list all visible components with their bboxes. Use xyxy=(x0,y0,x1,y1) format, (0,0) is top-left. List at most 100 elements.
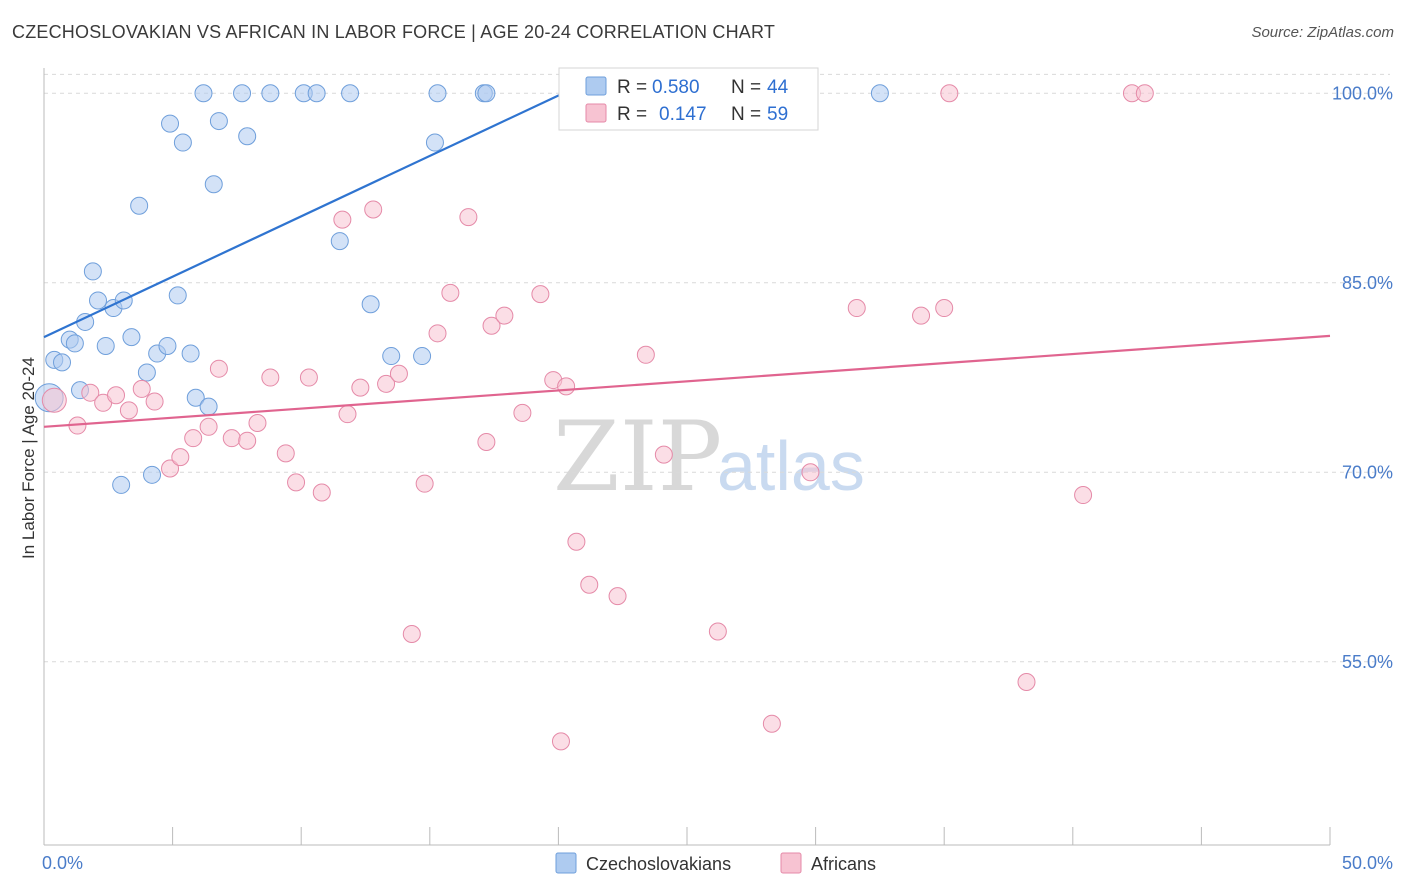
trendlines xyxy=(43,88,1331,428)
african-point xyxy=(940,84,959,103)
czechoslovakian-point xyxy=(143,465,162,484)
african-point xyxy=(276,444,295,463)
czechoslovakian-point xyxy=(233,84,252,103)
african-point xyxy=(459,208,478,227)
czechoslovakian-point xyxy=(204,175,223,194)
trendline-africans xyxy=(43,334,1331,428)
legend-n-value-czechoslovakians: 44 xyxy=(767,77,789,98)
african-point xyxy=(389,364,408,383)
czechoslovakian-point xyxy=(173,133,192,152)
african-point xyxy=(333,210,352,229)
y-tick-label: 55.0% xyxy=(1342,652,1393,672)
african-point xyxy=(81,383,100,402)
african-point xyxy=(1135,84,1154,103)
czechoslovakian-point xyxy=(83,262,102,281)
bottom-legend-swatch-czechoslovakians xyxy=(555,852,577,874)
african-point xyxy=(415,474,434,493)
african-point xyxy=(338,405,357,424)
watermark-atlas: atlas xyxy=(717,427,865,505)
african-point xyxy=(238,431,257,450)
african-point xyxy=(513,403,532,422)
x-tick-label-left: 0.0% xyxy=(42,853,83,873)
czechoslovakian-point xyxy=(199,397,218,416)
african-point xyxy=(482,316,501,335)
source-credit: Source: ZipAtlas.com xyxy=(1251,24,1394,41)
african-point xyxy=(847,299,866,318)
african-point xyxy=(261,368,280,387)
african-point xyxy=(248,414,267,433)
african-point xyxy=(567,532,586,551)
african-point xyxy=(209,359,228,378)
czechoslovakian-point xyxy=(137,363,156,382)
african-point xyxy=(441,283,460,302)
african-point xyxy=(402,625,421,644)
czechoslovakian-point xyxy=(477,84,496,103)
african-point xyxy=(531,285,550,304)
bottom-legend-label-africans: Africans xyxy=(811,854,876,874)
gridlines xyxy=(44,73,1390,663)
czechoslovakian-point xyxy=(341,84,360,103)
czechoslovakian-point xyxy=(168,286,187,305)
x-tick-label-right: 50.0% xyxy=(1342,853,1393,873)
african-point xyxy=(119,401,138,420)
african-point xyxy=(708,622,727,641)
y-tick-label: 100.0% xyxy=(1332,83,1393,103)
legend-r-label: R = xyxy=(617,104,647,125)
czechoslovakian-point xyxy=(112,475,131,494)
african-point xyxy=(935,299,954,318)
legend-n-value-africans: 59 xyxy=(767,104,788,125)
correlation-legend: R = 0.580 N = 44 R = 0.147 N = 59 xyxy=(558,67,819,131)
legend-r-value-africans: 0.147 xyxy=(659,104,707,125)
african-point xyxy=(199,417,218,436)
chart-title: CZECHOSLOVAKIAN VS AFRICAN IN LABOR FORC… xyxy=(12,22,776,42)
trendline-czechoslovakians xyxy=(43,88,572,339)
czechoslovakian-point xyxy=(96,336,115,355)
y-tick-label: 70.0% xyxy=(1342,462,1393,482)
african-point xyxy=(377,374,396,393)
czechoslovakian-point xyxy=(158,336,177,355)
african-point xyxy=(184,429,203,448)
african-point xyxy=(654,445,673,464)
czechoslovakian-point xyxy=(307,84,326,103)
czechoslovakian-point xyxy=(89,291,108,310)
czechoslovakian-point xyxy=(186,388,205,407)
african-point xyxy=(132,379,151,398)
african-point xyxy=(145,392,164,411)
african-point xyxy=(636,345,655,364)
african-point xyxy=(222,429,241,448)
african-point xyxy=(171,448,190,467)
czechoslovakian-point xyxy=(161,114,180,133)
czechoslovakian-point xyxy=(428,84,447,103)
african-point xyxy=(287,473,306,492)
czechoslovakian-point xyxy=(870,84,889,103)
czechoslovakian-point xyxy=(382,347,401,366)
african-point xyxy=(1074,486,1093,505)
czechoslovakian-point xyxy=(53,353,72,372)
african-point xyxy=(107,386,126,405)
czechoslovakian-point xyxy=(122,328,141,347)
african-point xyxy=(912,306,931,325)
african-point xyxy=(1017,673,1036,692)
y-tick-labels: 100.0% 85.0% 70.0% 55.0% xyxy=(1332,83,1393,672)
czechoslovakian-point xyxy=(65,334,84,353)
czechoslovakian-point xyxy=(209,112,228,131)
legend-r-value-czechoslovakians: 0.580 xyxy=(652,77,700,98)
czechoslovakian-point xyxy=(194,84,213,103)
african-point xyxy=(161,459,180,478)
african-point xyxy=(495,306,514,325)
african-point xyxy=(580,575,599,594)
x-ticks xyxy=(43,827,1331,845)
czechoslovakian-point xyxy=(261,84,280,103)
bottom-legend-label-czechoslovakians: Czechoslovakians xyxy=(586,854,731,874)
african-point xyxy=(477,432,496,451)
african-point xyxy=(557,377,576,396)
african-point xyxy=(364,200,383,219)
legend-r-label: R = xyxy=(617,77,647,98)
legend-n-label: N = xyxy=(731,77,761,98)
series-africans xyxy=(41,84,1154,751)
y-axis-label: In Labor Force | Age 20-24 xyxy=(19,357,38,559)
legend-n-label: N = xyxy=(731,104,761,125)
czechoslovakian-point xyxy=(181,344,200,363)
y-tick-label: 85.0% xyxy=(1342,273,1393,293)
